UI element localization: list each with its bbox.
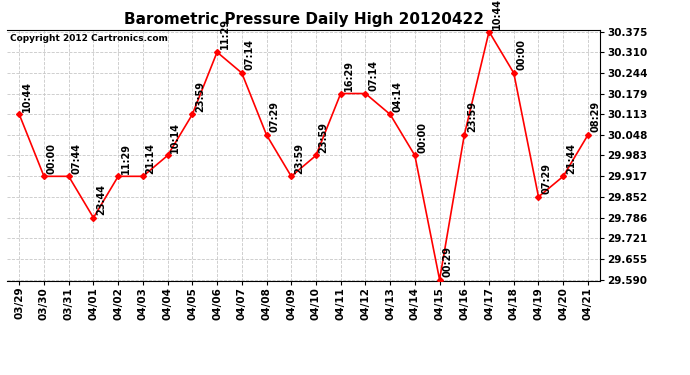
Text: 00:00: 00:00 <box>517 39 526 70</box>
Text: 11:29: 11:29 <box>121 142 131 174</box>
Text: 23:59: 23:59 <box>319 122 328 153</box>
Text: 10:14: 10:14 <box>170 122 180 153</box>
Text: 07:44: 07:44 <box>72 142 81 174</box>
Text: 16:29: 16:29 <box>344 60 353 91</box>
Text: 04:14: 04:14 <box>393 81 403 112</box>
Text: 21:44: 21:44 <box>566 142 576 174</box>
Text: 00:29: 00:29 <box>442 246 453 277</box>
Text: Copyright 2012 Cartronics.com: Copyright 2012 Cartronics.com <box>10 34 168 43</box>
Text: 08:29: 08:29 <box>591 101 601 132</box>
Text: 23:44: 23:44 <box>96 184 106 215</box>
Text: 11:29: 11:29 <box>220 18 230 50</box>
Title: Barometric Pressure Daily High 20120422: Barometric Pressure Daily High 20120422 <box>124 12 484 27</box>
Text: 23:59: 23:59 <box>294 142 304 174</box>
Text: 21:14: 21:14 <box>146 142 156 174</box>
Text: 07:29: 07:29 <box>541 163 551 194</box>
Text: 00:00: 00:00 <box>417 122 428 153</box>
Text: 23:59: 23:59 <box>195 81 205 112</box>
Text: 10:44: 10:44 <box>22 81 32 112</box>
Text: 00:00: 00:00 <box>47 142 57 174</box>
Text: 07:14: 07:14 <box>368 60 378 91</box>
Text: 23:59: 23:59 <box>467 101 477 132</box>
Text: 07:14: 07:14 <box>244 39 255 70</box>
Text: 07:29: 07:29 <box>269 101 279 132</box>
Text: 10:44: 10:44 <box>492 0 502 29</box>
